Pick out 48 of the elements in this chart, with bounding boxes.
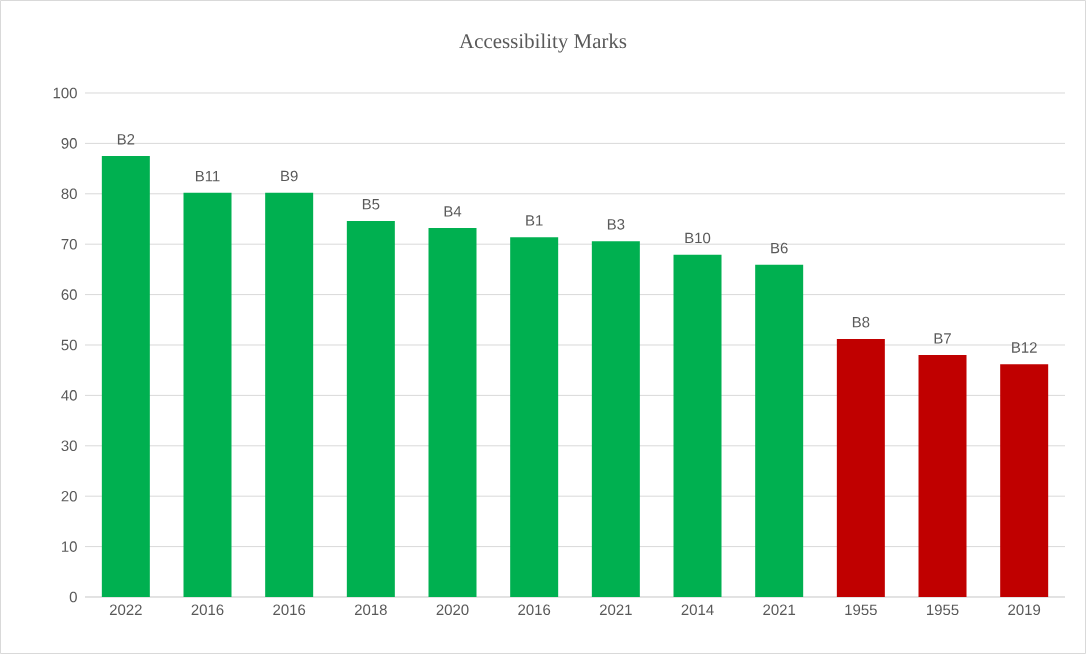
y-tick-label: 50: [61, 339, 77, 351]
bar: [755, 264, 804, 597]
data-label: B2: [117, 134, 135, 145]
bar: [836, 338, 885, 597]
bar: [428, 228, 477, 597]
data-label: B1: [526, 215, 543, 226]
x-tick-label: 2016: [273, 604, 306, 616]
x-tick-label: 2019: [1008, 604, 1041, 616]
bar: [510, 237, 559, 597]
x-tick-label: 2018: [354, 604, 387, 616]
y-tick-label: 20: [61, 490, 77, 502]
data-label: B4: [444, 206, 462, 217]
chart-title: Accessibility Marks: [459, 33, 627, 53]
data-label: B10: [685, 232, 711, 244]
y-tick-label: 60: [61, 289, 77, 300]
y-tick-label: 100: [53, 87, 77, 99]
bar: [101, 155, 150, 597]
bar: [265, 192, 314, 597]
y-tick-label: 40: [61, 390, 77, 401]
data-label: B9: [281, 170, 298, 182]
data-label: B6: [771, 242, 788, 254]
data-label: B5: [362, 199, 380, 210]
data-label: B12: [1012, 342, 1037, 353]
y-tick-label: 30: [61, 440, 77, 452]
bar: [183, 192, 232, 597]
x-tick-label: 2020: [436, 604, 469, 616]
data-label: B8: [852, 316, 870, 328]
y-tick-label: 10: [62, 541, 77, 552]
data-label: B11: [195, 170, 220, 182]
x-tick-label: 2016: [518, 604, 551, 616]
bar: [591, 241, 640, 597]
y-tick-label: 80: [61, 188, 77, 200]
x-tick-label: 2021: [763, 604, 796, 616]
data-label: B3: [607, 219, 625, 230]
bar: [346, 221, 395, 597]
y-tick-label: 70: [61, 238, 77, 250]
x-tick-label: 1955: [927, 604, 959, 616]
y-tick-label: 90: [61, 138, 77, 149]
x-tick-label: 2022: [109, 604, 142, 616]
data-label: B7: [934, 333, 951, 344]
bar: [918, 355, 967, 597]
bar: [673, 254, 722, 597]
x-tick-label: 2021: [599, 604, 632, 616]
x-tick-label: 2016: [191, 604, 224, 616]
x-tick-label: 1955: [845, 604, 877, 616]
x-tick-label: 2014: [681, 604, 714, 616]
y-tick-label: 0: [69, 591, 77, 603]
bar: [1000, 364, 1049, 597]
